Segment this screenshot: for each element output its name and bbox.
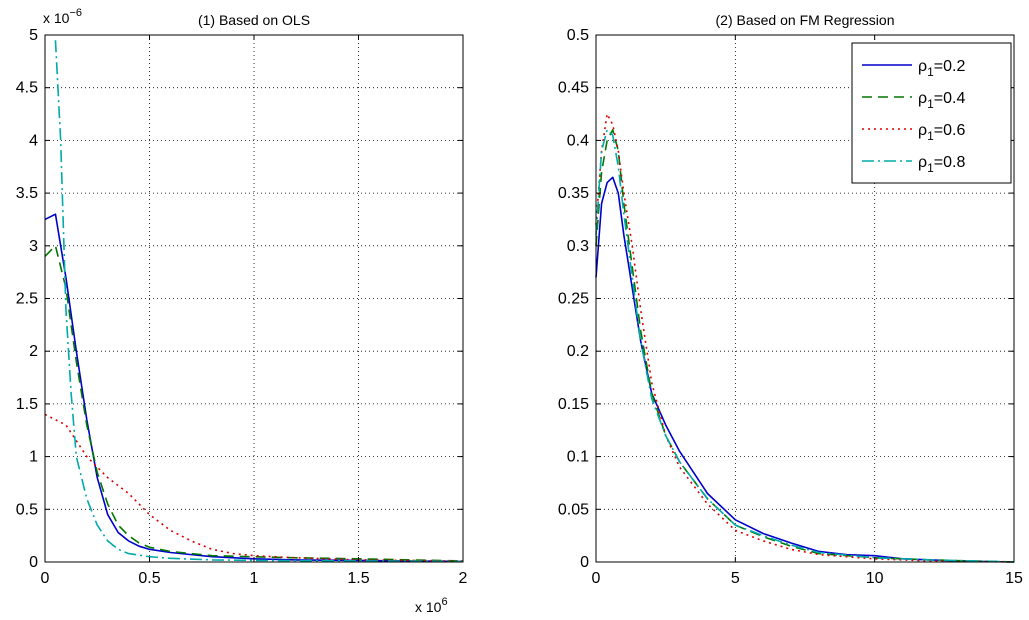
x-tick-label: 0.5 bbox=[138, 570, 160, 587]
y-tick-label: 0.5 bbox=[567, 27, 589, 44]
legend-label-1: ρ1=0.2 bbox=[918, 58, 965, 79]
x-tick-label: 15 bbox=[1005, 570, 1023, 587]
plot-frame bbox=[44, 34, 464, 563]
y-tick-label: 4 bbox=[29, 132, 38, 149]
legend: ρ1=0.2 ρ1=0.4 ρ1=0.6 ρ1=0.8 bbox=[851, 42, 1012, 184]
y-tick-label: 0.45 bbox=[558, 80, 589, 97]
y-tick-label: 2.5 bbox=[16, 291, 38, 308]
series-line-4 bbox=[595, 129, 1015, 563]
y-tick-label: 1.5 bbox=[16, 396, 38, 413]
series-line-1 bbox=[44, 213, 464, 563]
x-tick-label: 0 bbox=[41, 570, 50, 587]
series-line-2 bbox=[595, 129, 1015, 563]
y-tick-label: 0 bbox=[29, 554, 38, 571]
y-tick-label: 0.4 bbox=[567, 132, 589, 149]
x-tick-label: 1 bbox=[250, 570, 259, 587]
chart-title: (1) Based on OLS bbox=[198, 12, 310, 28]
legend-label-2: ρ1=0.4 bbox=[918, 90, 965, 111]
series-line-2 bbox=[44, 245, 464, 562]
x-tick-label: 5 bbox=[731, 570, 740, 587]
y-tick-label: 0.15 bbox=[558, 396, 589, 413]
y-tick-label: 2 bbox=[29, 343, 38, 360]
y-tick-label: 0.35 bbox=[558, 185, 589, 202]
x-tick-label: 10 bbox=[866, 570, 884, 587]
x-tick-label: 0 bbox=[592, 570, 601, 587]
x-tick-label: 2 bbox=[459, 570, 468, 587]
y-tick-label: 3.5 bbox=[16, 185, 38, 202]
y-tick-label: 3 bbox=[29, 238, 38, 255]
y-tick-label: 5 bbox=[29, 27, 38, 44]
legend-label-3: ρ1=0.6 bbox=[918, 122, 965, 143]
y-tick-label: 0.05 bbox=[558, 501, 589, 518]
series-line-3 bbox=[44, 413, 464, 562]
y-tick-label: 0 bbox=[580, 554, 589, 571]
chart-panel-1: 0 0.5 1 1.5 2 0 0.5 1 1.5 2 2.5 3 3.5 4 4.5 5 (1) Based … bbox=[16, 7, 468, 615]
chart-title: (2) Based on FM Regression bbox=[716, 12, 895, 28]
chart-panel-2: 0 5 10 15 0 0.05 0.1 0.15 0.2 0.25 0.3 0.35 0.4 0.45 0… bbox=[558, 12, 1023, 587]
y-tick-label: 0.3 bbox=[567, 238, 589, 255]
legend-label-4: ρ1=0.8 bbox=[918, 154, 965, 175]
series-line-1 bbox=[595, 176, 1015, 563]
y-tick-label: 0.25 bbox=[558, 291, 589, 308]
y-tick-label: 4.5 bbox=[16, 80, 38, 97]
series-line-4 bbox=[54, 40, 464, 563]
y-tick-label: 0.1 bbox=[567, 449, 589, 466]
y-tick-label: 1 bbox=[29, 449, 38, 466]
y-axis-multiplier: x 10−6 bbox=[43, 7, 82, 26]
legend-box bbox=[851, 42, 1012, 184]
x-axis-multiplier: x 106 bbox=[415, 596, 448, 615]
x-tick-label: 1.5 bbox=[347, 570, 369, 587]
y-tick-label: 0.2 bbox=[567, 343, 589, 360]
y-tick-label: 0.5 bbox=[16, 501, 38, 518]
